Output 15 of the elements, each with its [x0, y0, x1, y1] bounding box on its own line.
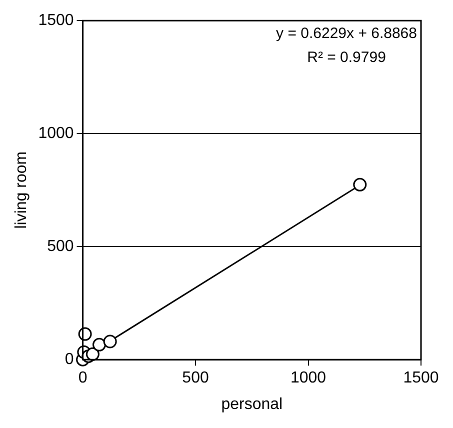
y-tick-label: 1500 [38, 12, 74, 30]
x-tick-label: 0 [78, 370, 88, 387]
annotation: y = 0.6229x + 6.8868 [276, 25, 417, 42]
x-tick-label: 1500 [403, 370, 439, 387]
point [353, 178, 367, 192]
annotation: R² = 0.9799 [307, 49, 386, 66]
x-tick-label: 500 [182, 370, 209, 387]
point [103, 334, 117, 348]
x-axis-title: personal [221, 396, 283, 413]
y-tick-label: 0 [64, 351, 74, 368]
y-axis-title: living room [13, 151, 30, 229]
point [92, 338, 106, 352]
y-tick-label: 1000 [38, 125, 74, 142]
x-tick-label: 1000 [290, 370, 326, 387]
y-tick-label: 500 [47, 238, 74, 256]
